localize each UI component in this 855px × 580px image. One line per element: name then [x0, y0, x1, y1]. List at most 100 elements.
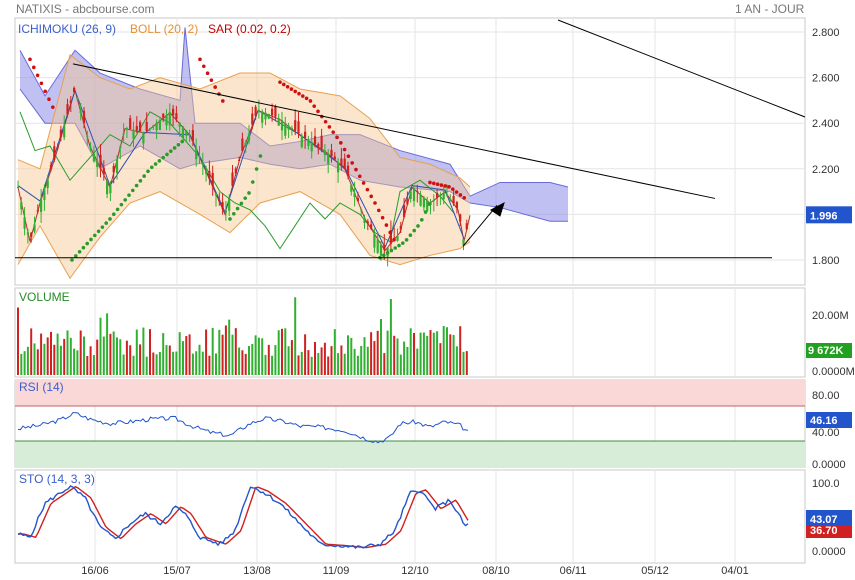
volume-bar — [366, 346, 369, 375]
sar-dot — [251, 180, 255, 184]
volume-bar — [406, 346, 409, 375]
sar-dot — [435, 182, 440, 187]
volume-bar — [112, 331, 115, 375]
volume-bar — [36, 349, 39, 375]
ichimoku-cloud — [20, 27, 568, 222]
volume-bar — [188, 334, 191, 375]
candle-body — [452, 196, 455, 204]
volume-bar — [26, 346, 29, 375]
sar-dot — [161, 155, 165, 160]
volume-bar — [393, 335, 396, 375]
candle-body — [132, 129, 135, 140]
volume-bar — [376, 330, 379, 375]
sto-d-last-tag — [806, 523, 852, 538]
volume-bar — [109, 333, 112, 375]
sar-dot — [339, 141, 343, 145]
sar-dot — [228, 217, 232, 221]
volume-bar — [119, 339, 122, 375]
sto-d-last-value: 36.70 — [810, 525, 838, 537]
sar-dot — [423, 210, 428, 214]
volume-legend: VOLUME — [19, 290, 70, 304]
candle-body — [346, 165, 350, 177]
volume-bar — [333, 329, 336, 375]
sar-dot — [365, 187, 370, 192]
candle-body — [125, 128, 128, 130]
sar-dot — [142, 174, 146, 178]
volume-bar — [182, 341, 184, 375]
candle-body — [20, 202, 23, 210]
volume-bar — [244, 353, 247, 375]
candle-body — [455, 202, 458, 209]
sar-dot — [297, 91, 301, 96]
volume-bar — [218, 329, 221, 375]
volume-bar — [248, 346, 250, 375]
volume-bar — [442, 325, 445, 375]
volume-bar — [356, 355, 359, 375]
sar-dot — [443, 184, 448, 188]
volume-last-tag — [806, 343, 852, 358]
candle-body — [379, 244, 383, 256]
sar-dot — [389, 248, 394, 253]
sar-dot — [451, 187, 455, 191]
x-axis-label: 16/06 — [81, 565, 109, 577]
volume-bar — [155, 354, 158, 375]
candle-body — [198, 156, 201, 158]
candle-body — [323, 150, 326, 155]
volume-bar — [178, 332, 181, 375]
candle-body — [86, 135, 89, 137]
sar-dot — [47, 97, 51, 102]
volume-bar — [205, 329, 208, 375]
sar-dot — [346, 154, 351, 159]
projection-arrowhead — [490, 201, 505, 217]
sar-dot — [350, 161, 355, 165]
sar-dot — [205, 71, 210, 76]
candle-body — [191, 130, 194, 142]
candle-body — [99, 154, 102, 168]
candle-body — [89, 147, 92, 149]
candle-body — [330, 149, 333, 157]
sar-dot — [462, 196, 467, 200]
sar-dot — [358, 174, 362, 179]
volume-bar — [317, 352, 320, 375]
sar-dot — [331, 130, 336, 134]
candle-body — [79, 110, 82, 114]
sar-dot — [96, 229, 101, 234]
sar-dot — [35, 73, 40, 78]
sar-dot — [119, 202, 124, 207]
sar-dot — [165, 152, 169, 157]
candle-body — [353, 192, 356, 198]
candle-body — [181, 126, 185, 139]
sar-dot — [28, 57, 32, 62]
volume-bar — [201, 351, 204, 375]
sar-dot — [77, 249, 82, 254]
volume-bar — [116, 337, 118, 375]
sar-dot — [198, 57, 202, 62]
volume-bar — [43, 343, 46, 375]
volume-bar — [30, 328, 33, 375]
candle-body — [158, 120, 161, 131]
candle-body — [280, 120, 284, 131]
sar-dot — [81, 245, 86, 250]
candle-body — [432, 200, 435, 202]
candle-body — [290, 128, 293, 130]
sar-dot — [70, 258, 74, 262]
candle-body — [40, 199, 43, 212]
candle-body — [360, 209, 363, 211]
volume-bar — [215, 353, 217, 375]
candle-body — [419, 194, 422, 206]
sto-tick-label: 100.0 — [812, 478, 840, 490]
volume-bar — [403, 341, 406, 375]
volume-bar — [224, 325, 227, 375]
sar-dot — [335, 135, 339, 140]
volume-bar — [135, 329, 138, 375]
sar-dot — [127, 193, 131, 197]
sar-dot — [157, 159, 162, 163]
volume-bar — [86, 355, 89, 375]
candle-body — [208, 170, 211, 179]
sar-dot — [51, 105, 55, 109]
x-axis-label: 11/09 — [323, 565, 350, 577]
candle-body — [294, 120, 297, 131]
candle-body — [56, 147, 59, 149]
